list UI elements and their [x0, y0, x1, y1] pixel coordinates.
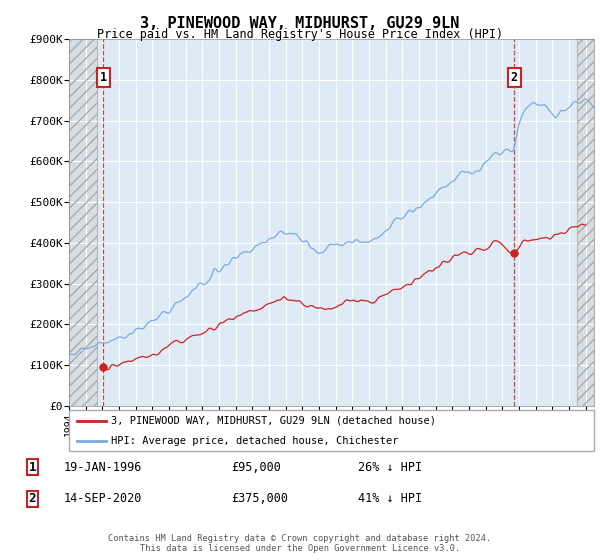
Text: 1: 1 [28, 461, 36, 474]
FancyBboxPatch shape [69, 410, 594, 451]
Text: 2: 2 [28, 492, 36, 505]
Bar [577, 39, 594, 406]
Text: 3, PINEWOOD WAY, MIDHURST, GU29 9LN: 3, PINEWOOD WAY, MIDHURST, GU29 9LN [140, 16, 460, 31]
Bar [69, 39, 97, 406]
Text: £95,000: £95,000 [231, 461, 281, 474]
Text: Contains HM Land Registry data © Crown copyright and database right 2024.
This d: Contains HM Land Registry data © Crown c… [109, 534, 491, 553]
Text: 3, PINEWOOD WAY, MIDHURST, GU29 9LN (detached house): 3, PINEWOOD WAY, MIDHURST, GU29 9LN (det… [111, 416, 436, 426]
Text: 1: 1 [100, 71, 107, 84]
Text: 26% ↓ HPI: 26% ↓ HPI [358, 461, 422, 474]
Text: 2: 2 [511, 71, 518, 84]
Bar [69, 39, 97, 406]
Text: 14-SEP-2020: 14-SEP-2020 [64, 492, 142, 505]
Text: Price paid vs. HM Land Registry's House Price Index (HPI): Price paid vs. HM Land Registry's House … [97, 28, 503, 41]
Text: HPI: Average price, detached house, Chichester: HPI: Average price, detached house, Chic… [111, 436, 398, 446]
Text: 19-JAN-1996: 19-JAN-1996 [64, 461, 142, 474]
Bar [577, 39, 594, 406]
Text: 41% ↓ HPI: 41% ↓ HPI [358, 492, 422, 505]
Text: £375,000: £375,000 [231, 492, 288, 505]
